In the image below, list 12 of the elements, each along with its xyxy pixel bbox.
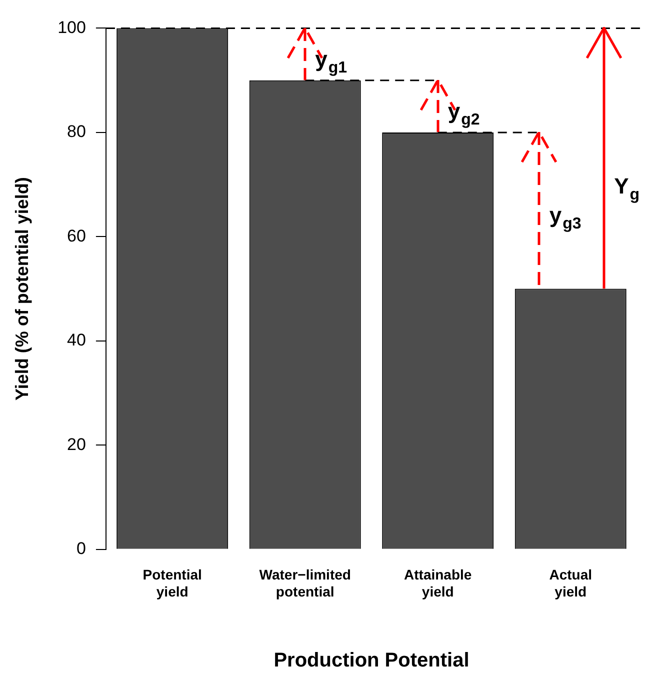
x-tick-label: Actual yield <box>549 566 592 600</box>
x-tick-label: Attainable yield <box>404 566 472 600</box>
x-tick-label: Potential yield <box>142 566 202 600</box>
y-tick-label: 80 <box>67 122 86 142</box>
y-axis-title: Yield (% of potential yield) <box>12 177 32 400</box>
x-tick-label: Water−limited potential <box>259 566 351 600</box>
y-tick-label: 60 <box>67 226 86 246</box>
y-tick-label: 0 <box>76 539 86 558</box>
x-axis-title: Production Potential <box>274 650 470 672</box>
y-tick-label: 40 <box>67 330 86 350</box>
y-tick-label: 20 <box>67 434 86 454</box>
y-tick-label: 100 <box>58 18 86 37</box>
